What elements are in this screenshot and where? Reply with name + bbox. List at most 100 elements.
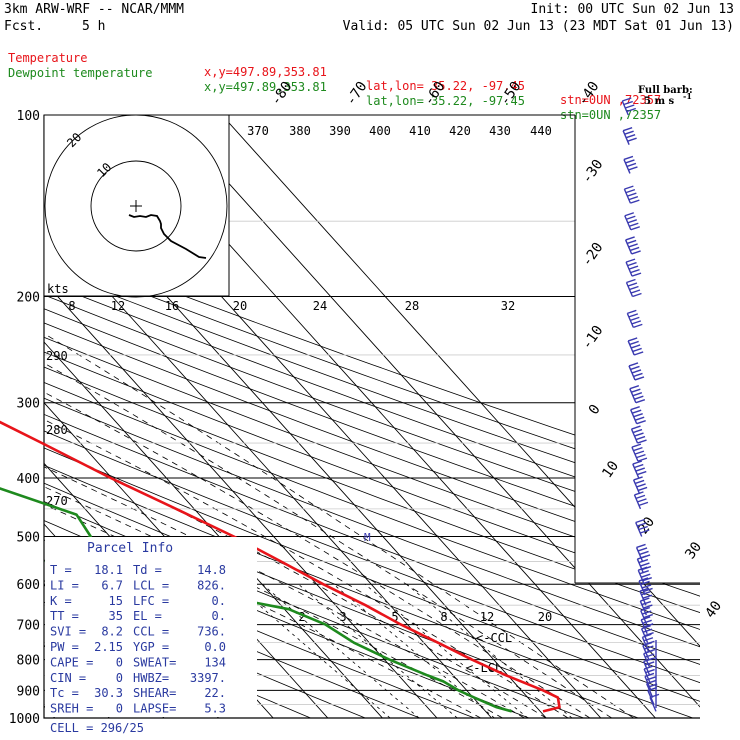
parcel-info-row: K = 15 LFC = 0. bbox=[50, 594, 226, 608]
parcel-info-value: 22. bbox=[204, 686, 226, 700]
wind-barb-flag bbox=[642, 628, 653, 633]
wind-barb-flag bbox=[635, 399, 646, 404]
wind-barb-staff bbox=[644, 676, 652, 691]
parcel-info-value: 736. bbox=[197, 625, 226, 639]
moist-adiabat bbox=[44, 296, 634, 718]
dewpoint-legend-latlon: lat,lon= 35.22, -97.45 bbox=[366, 94, 525, 108]
wind-barb bbox=[625, 258, 642, 277]
wind-barb-staff bbox=[645, 683, 654, 698]
hodograph-speed-label: 28 bbox=[405, 299, 419, 313]
wind-barb-flag bbox=[632, 347, 642, 353]
wind-barb-flag bbox=[625, 159, 635, 164]
wind-barb bbox=[632, 476, 648, 495]
temperature-legend-name: Temperature bbox=[8, 51, 88, 65]
parcel-info-value: 2.15 bbox=[94, 640, 123, 654]
wind-barb-flag bbox=[643, 637, 654, 642]
wind-barb-flag bbox=[636, 420, 646, 425]
wind-barb-flag bbox=[628, 362, 639, 367]
wind-barb-flag bbox=[633, 413, 643, 418]
wind-barb bbox=[640, 624, 654, 643]
parcel-info-key: LAPSE= bbox=[133, 702, 176, 716]
isotherm-line bbox=[166, 115, 700, 718]
wind-barb-flag bbox=[633, 476, 643, 481]
wind-barb-flag bbox=[625, 188, 636, 194]
wind-barb bbox=[637, 566, 652, 585]
parcel-info-value: 0. bbox=[212, 594, 226, 608]
wind-barb-flag bbox=[644, 645, 654, 650]
wind-barb-flag bbox=[632, 460, 643, 465]
wind-barb-flag bbox=[634, 395, 644, 400]
theta-label: 370 bbox=[247, 124, 269, 138]
wind-barb-flag bbox=[631, 272, 642, 277]
wind-barb-flag bbox=[640, 597, 650, 602]
parcel-info-row: Tc = 30.3 SHEAR= 22. bbox=[50, 686, 226, 700]
wind-barb-flag bbox=[629, 222, 639, 227]
wind-barb-flag bbox=[635, 435, 646, 441]
theta-label: 390 bbox=[329, 124, 351, 138]
isotherm-label: -70 bbox=[343, 79, 371, 109]
hodograph-speed-label: 12 bbox=[111, 299, 125, 313]
wind-barb-flag bbox=[638, 501, 649, 507]
wind-barb bbox=[622, 127, 637, 145]
mixing-ratio-label: 8 bbox=[440, 610, 447, 624]
wind-barb-flag bbox=[637, 439, 647, 444]
wind-barb-flag bbox=[626, 215, 636, 220]
wind-barb-flag bbox=[634, 463, 644, 469]
wind-barb-flag bbox=[626, 162, 637, 168]
parcel-info-key: CAPE = bbox=[50, 655, 93, 669]
theta-label: 430 bbox=[489, 124, 511, 138]
wind-barb bbox=[643, 665, 655, 684]
pressure-tick-label: 800 bbox=[17, 654, 40, 669]
wind-barb-flag bbox=[630, 365, 640, 371]
hodograph-speed-label: 24 bbox=[313, 299, 327, 313]
isotherm-label: 20 bbox=[635, 514, 658, 537]
isotherm-line bbox=[44, 115, 438, 718]
wind-barb-flag bbox=[627, 309, 637, 315]
parcel-info-value: 30.3 bbox=[94, 686, 123, 700]
theta-label: 400 bbox=[369, 124, 391, 138]
wind-barb-flag bbox=[630, 199, 640, 204]
wind-barb-flag bbox=[625, 104, 635, 109]
parcel-info-value: 0.0 bbox=[204, 640, 226, 654]
parcel-info-box bbox=[45, 537, 257, 717]
wind-barb-flag bbox=[641, 600, 652, 606]
wind-barb-flag bbox=[635, 518, 645, 524]
parcel-info-key: K = bbox=[50, 594, 72, 608]
hodograph-speed-label: 8 bbox=[68, 299, 75, 313]
isotherm-label: -20 bbox=[579, 240, 607, 270]
theta-left-label: 290 bbox=[46, 349, 68, 363]
wind-barb-flag bbox=[639, 570, 649, 575]
wind-barb-flag bbox=[641, 584, 652, 589]
wind-barb bbox=[623, 185, 640, 204]
parcel-info-key: TT = bbox=[50, 609, 79, 623]
wind-barb-flag bbox=[633, 323, 643, 329]
wind-barb-flag bbox=[629, 246, 640, 252]
parcel-info-row: T = 18.1 Td = 14.8 bbox=[50, 563, 226, 577]
wind-barb-flag bbox=[639, 529, 650, 534]
wind-barb-flag bbox=[634, 432, 644, 437]
wind-barb-flag bbox=[643, 613, 653, 619]
parcel-info-value: 14.8 bbox=[197, 563, 226, 577]
wind-barb-flag bbox=[630, 406, 640, 411]
parcel-info-value: 0 bbox=[116, 655, 123, 669]
wind-barb-flag bbox=[633, 446, 643, 452]
barb-legend-title: Full barb: bbox=[638, 85, 693, 96]
wind-barb-flag bbox=[637, 498, 647, 503]
hodograph-speed-label: 32 bbox=[501, 299, 515, 313]
barb-legend-unit-sup: -1 bbox=[683, 91, 692, 101]
melting-level-label: M bbox=[364, 531, 371, 544]
wind-barb-flag bbox=[641, 573, 651, 578]
pressure-tick-label: 300 bbox=[17, 397, 40, 412]
wind-barb-flag bbox=[634, 479, 645, 485]
wind-barb-flag bbox=[630, 344, 641, 349]
parcel-info-key: SVI = bbox=[50, 625, 86, 639]
isotherm-label: 0 bbox=[586, 402, 604, 418]
wind-barb-flag bbox=[632, 428, 643, 434]
wind-barb-flag bbox=[631, 425, 641, 430]
wind-barb-flag bbox=[624, 185, 634, 190]
wind-barb-flag bbox=[639, 550, 649, 556]
wind-barb bbox=[625, 278, 642, 298]
wind-barb-flag bbox=[633, 372, 643, 378]
wind-barb-staff bbox=[647, 690, 655, 705]
